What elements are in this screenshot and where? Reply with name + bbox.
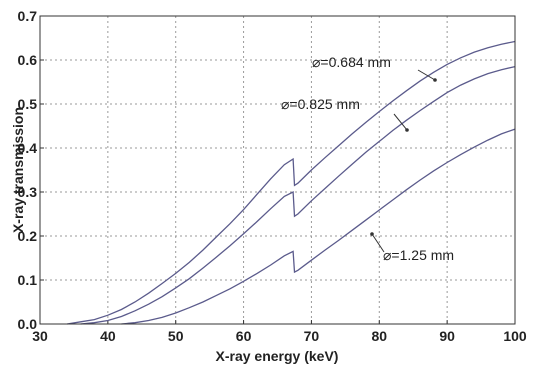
series-label-arrowhead [370,232,374,236]
y-tick-label: 0.4 [18,140,38,156]
plot-frame [39,15,516,325]
series-label-arrowhead [405,128,409,132]
y-tick-label: 0.0 [18,316,38,332]
y-tick-label: 0.7 [18,8,38,24]
tick-labels: 30 40 50 60 70 80 90 100 0.0 0.1 0.2 0.3 0.4 0.5 0.6 0.… [18,8,527,344]
series-label-2: ⌀=0.825 mm [281,96,360,112]
x-tick-label: 100 [503,328,527,344]
y-tick-label: 0.3 [18,184,38,200]
series-label-leader [371,233,385,253]
series-label-leader [393,113,408,131]
series-line-1 [66,40,516,325]
grid [39,15,516,325]
x-tick-label: 70 [304,328,320,344]
series-lines [66,40,516,325]
series-line-2 [80,65,516,325]
series-label-1: ⌀=0.684 mm [312,54,391,70]
y-tick-label: 0.2 [18,228,38,244]
x-tick-label: 90 [439,328,455,344]
series-label-leader [417,69,436,81]
y-tick-label: 0.6 [18,52,38,68]
x-tick-label: 30 [32,328,48,344]
x-tick-label: 60 [236,328,252,344]
series-label-arrowhead [433,78,437,82]
x-tick-label: 80 [371,328,387,344]
series-labels: ⌀=0.684 mm ⌀=0.825 mm ⌀=1.25 mm [281,54,454,263]
x-axis-title: X-ray energy (keV) [216,348,339,364]
x-tick-label: 40 [100,328,116,344]
y-tick-label: 0.1 [18,272,38,288]
series-label-3: ⌀=1.25 mm [383,247,454,263]
series-line-3 [121,128,516,325]
x-tick-label: 50 [168,328,184,344]
y-tick-label: 0.5 [18,96,38,112]
y-axis-title: X-ray transmission [10,107,26,233]
